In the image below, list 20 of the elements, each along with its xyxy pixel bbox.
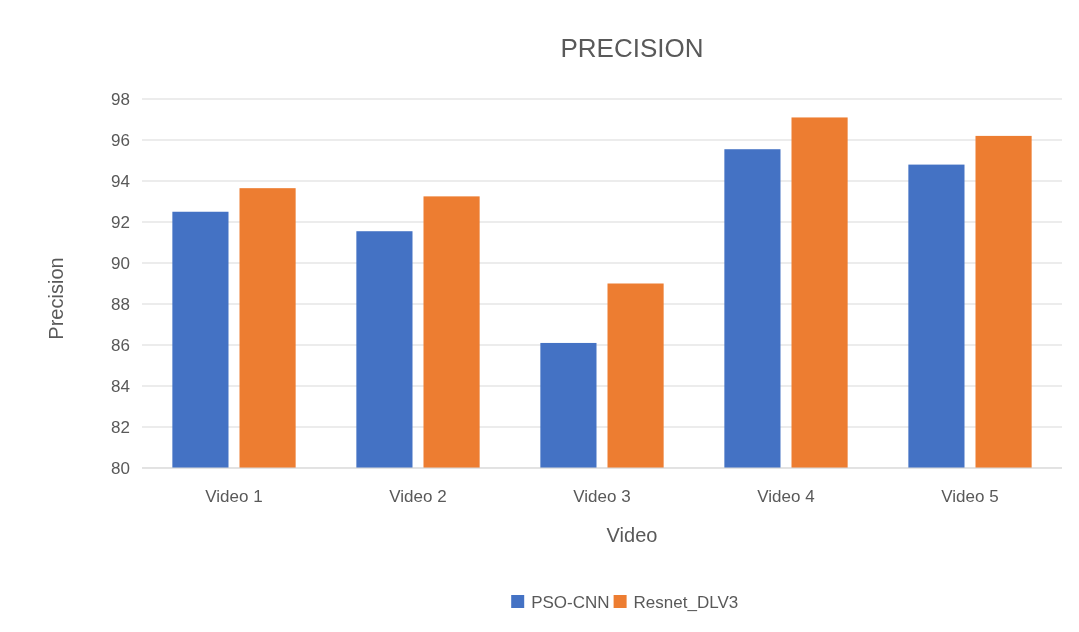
- x-tick-label: Video 2: [389, 487, 447, 506]
- y-axis-title: Precision: [45, 257, 67, 340]
- x-tick-label: Video 5: [941, 487, 999, 506]
- y-tick-label: 86: [111, 335, 130, 355]
- y-tick-label: 90: [111, 253, 130, 273]
- y-tick-label: 92: [111, 212, 130, 232]
- y-tick-label: 82: [111, 417, 130, 437]
- y-tick-label: 84: [111, 376, 130, 396]
- legend-label: Resnet_DLV3: [633, 592, 739, 612]
- x-axis-title: Video: [606, 524, 658, 546]
- y-tick-label: 94: [111, 171, 130, 191]
- chart-title: PRECISION: [560, 33, 704, 63]
- y-tick-label: 96: [111, 130, 130, 150]
- x-tick-label: Video 4: [757, 487, 815, 506]
- y-tick-label: 88: [111, 294, 130, 314]
- y-tick-label: 80: [111, 458, 130, 478]
- x-tick-label: Video 3: [573, 487, 631, 506]
- y-tick-label: 98: [111, 89, 130, 109]
- x-tick-label: Video 1: [205, 487, 263, 506]
- legend-label: PSO-CNN: [531, 592, 610, 612]
